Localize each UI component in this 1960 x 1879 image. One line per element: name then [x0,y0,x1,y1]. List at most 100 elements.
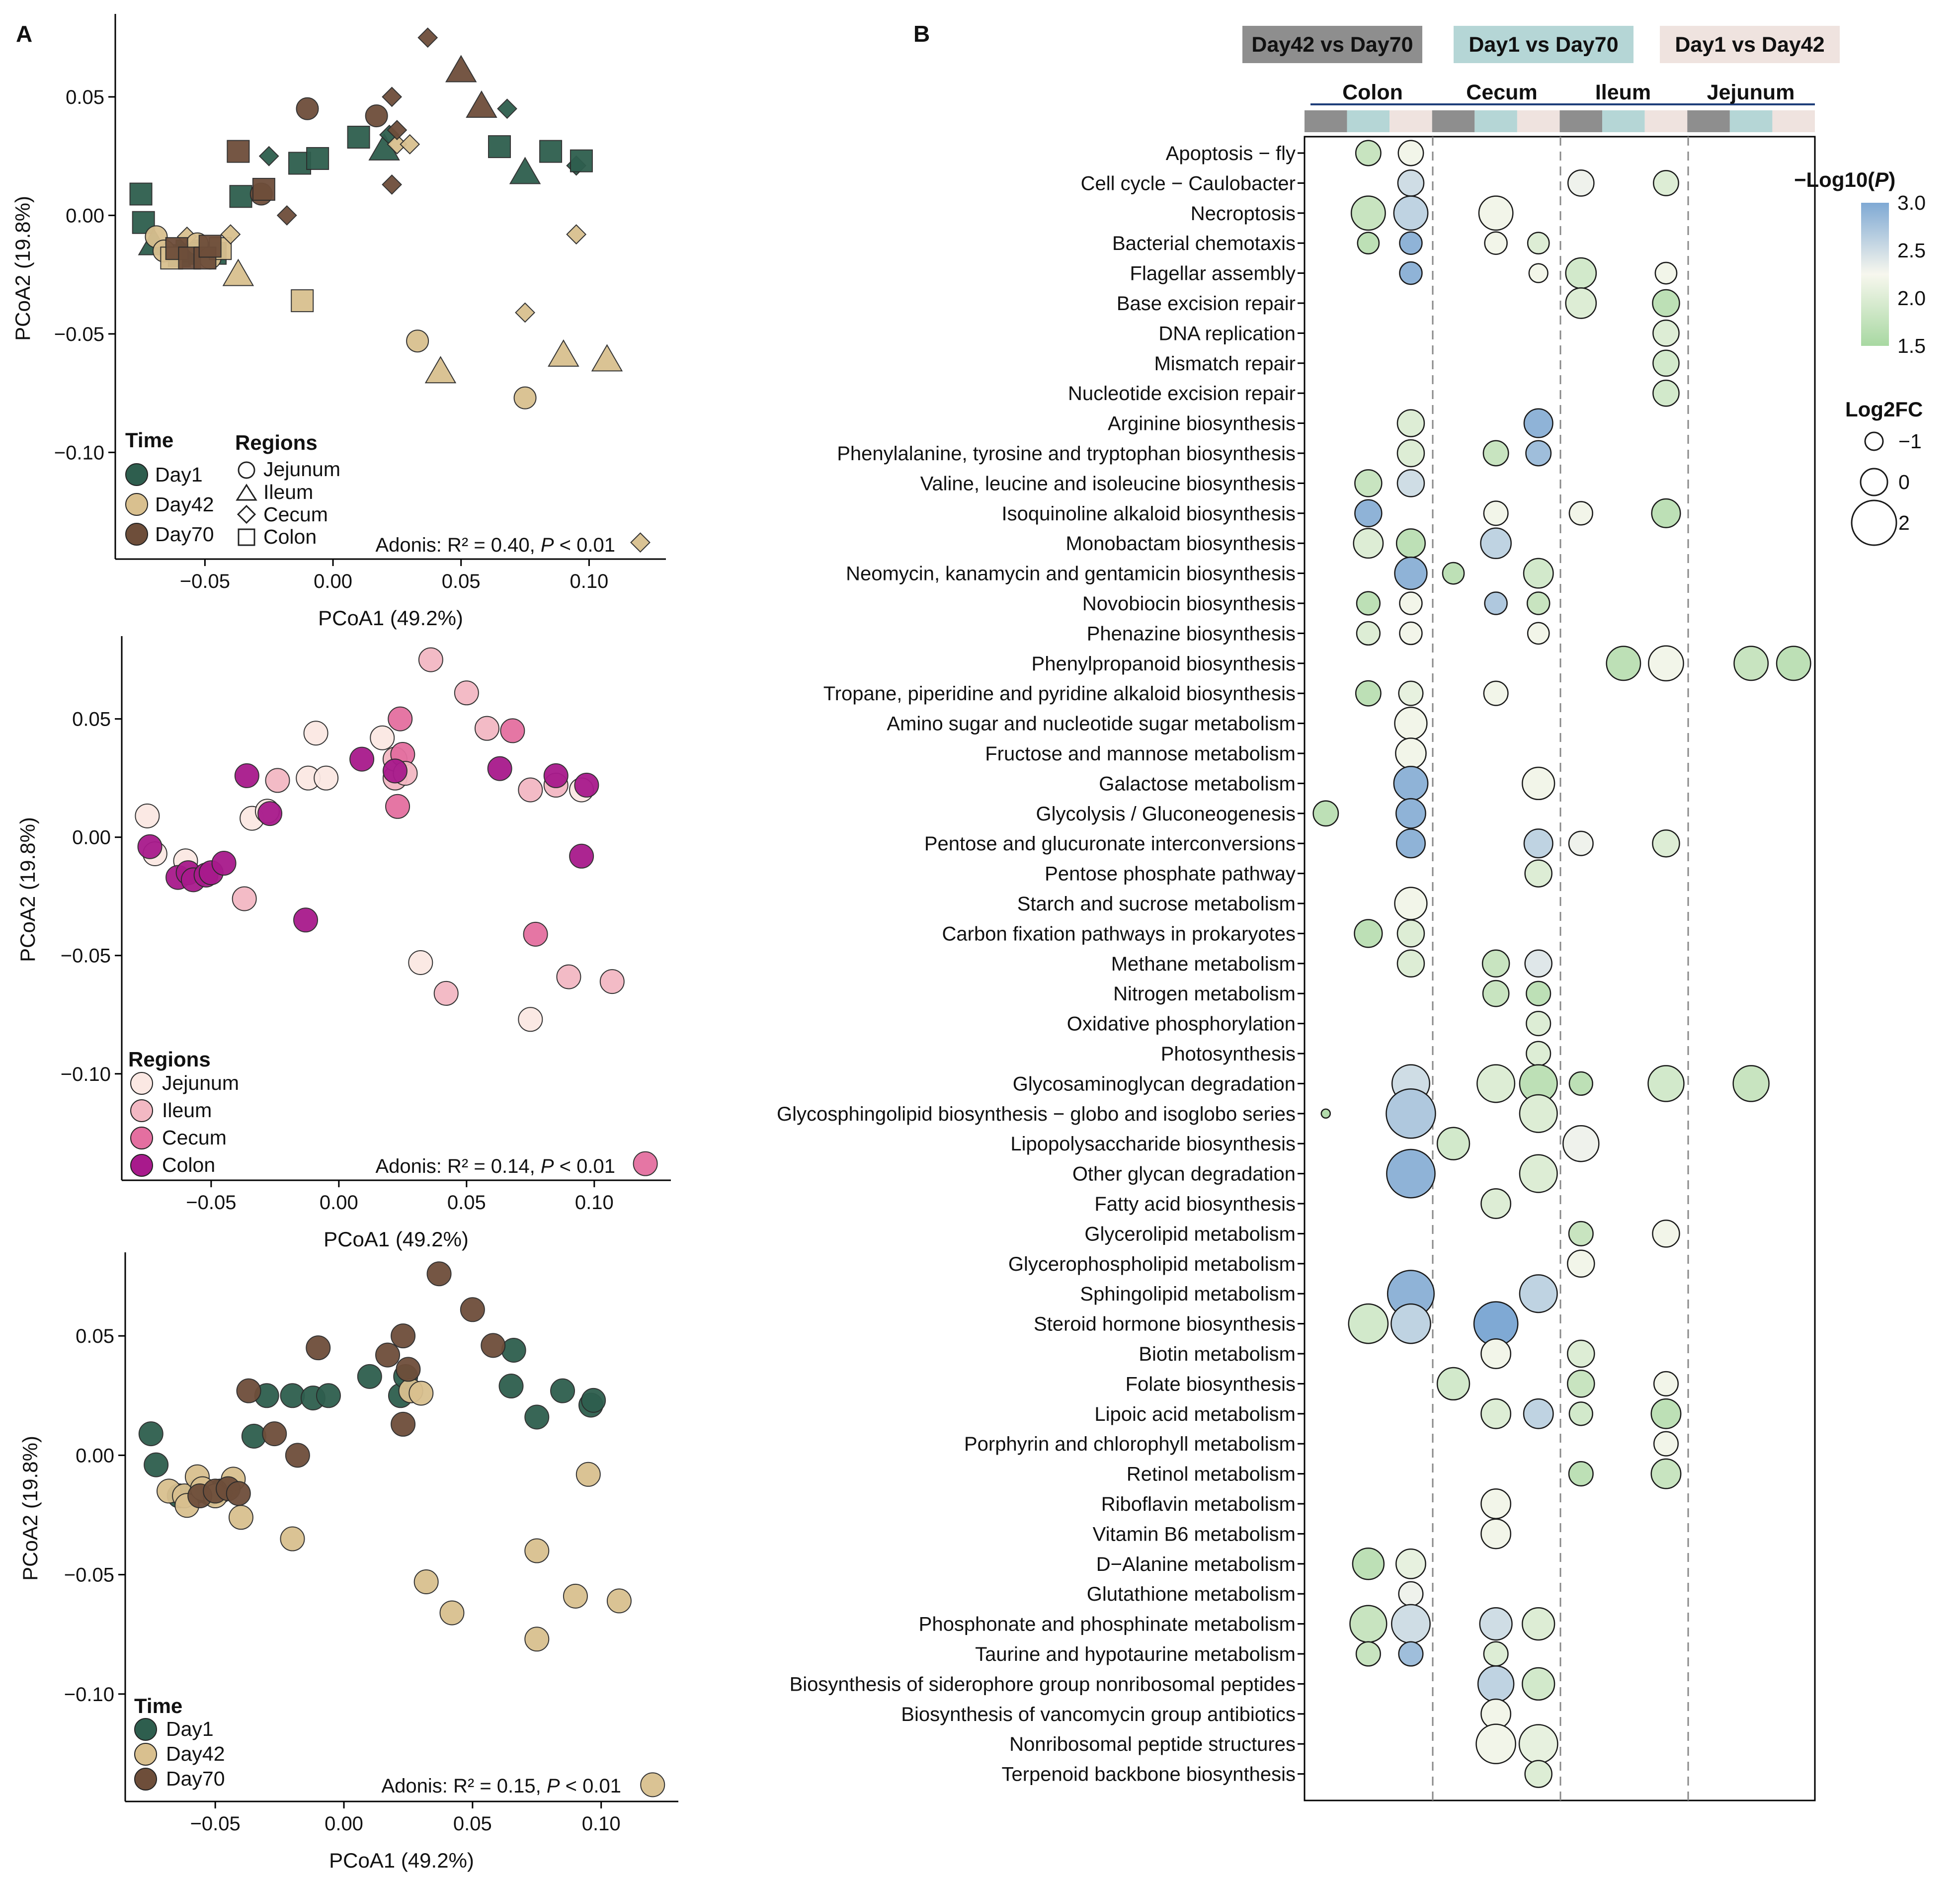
bubble [1353,528,1384,559]
bubble [1480,1518,1512,1550]
point-day42-diamond [566,224,587,245]
point-day70 [236,1378,261,1403]
point-colon [257,801,283,826]
legend-label-ileum: Ileum [162,1099,212,1122]
strip-cell [1474,110,1517,132]
comparison-label-day1-vs-day42: Day1 vs Day42 [1675,33,1824,57]
y-tick-label: 0.05 [76,1325,114,1347]
bubble [1568,1461,1594,1487]
pathway-label: Bacterial chemotaxis [1112,233,1296,254]
point-day70-square [198,235,222,258]
comparison-strip [1305,110,1815,132]
bubble [1522,766,1555,801]
bubble [1653,1371,1679,1396]
pathway-label: Monobactam biosynthesis [1066,533,1296,555]
point-ileum [556,964,581,989]
bubble [1526,591,1551,615]
bubble [1483,500,1509,526]
point-day42 [606,1588,632,1614]
time-legend: Time Day1 Day42 Day70 [125,428,214,546]
legend-label-day70: Day70 [166,1767,225,1790]
bubble [1395,828,1426,859]
bubble [1527,232,1550,255]
bubble [1733,646,1769,681]
bubble [1393,765,1429,801]
bubble [1525,440,1552,467]
point-day42 [408,1381,434,1406]
bubble [1396,439,1425,468]
bubble [1394,556,1428,590]
point-day42-triangle [424,356,457,384]
point-day1 [144,1452,169,1477]
point-colon [569,843,594,869]
y-tick-label: 0.00 [76,1445,114,1467]
bubble [1399,231,1423,255]
pathway-label: Phosphonate and phosphinate metabolism [919,1614,1296,1635]
legend-key-cecum [130,1127,153,1149]
pcoa-plot-time: 0.05 0.00 −0.05 −0.10 −0.05 0.00 0.05 0.10 PCo… [18,1252,678,1872]
point-day1-square [129,182,153,206]
point-day1-square [570,149,593,172]
point-day42 [524,1627,550,1652]
y-axis: 0.05 0.00 −0.05 −0.10 [54,14,116,559]
pathway-label: Fructose and mannose metabolism [985,743,1296,765]
bubble [1650,1398,1682,1429]
bubble [1484,231,1508,255]
bubble [1652,320,1680,347]
bubble [1648,645,1684,682]
bubble [1398,680,1424,706]
x-axis-title: PCoA1 (49.2%) [329,1849,474,1872]
bubble [1482,440,1509,467]
bubble [1397,169,1425,197]
bubble [1352,1548,1385,1580]
bubble [1312,800,1339,827]
x-axis: −0.05 0.00 0.05 0.10 [115,558,666,592]
bubble [1523,558,1554,589]
point-day70 [396,1357,421,1382]
bubble [1349,1605,1388,1643]
bubble [1395,528,1426,559]
bubble [1653,1431,1679,1457]
pathway-label: Nonribosomal peptide structures [1009,1733,1296,1755]
legend-label-day42: Day42 [166,1742,225,1765]
points [138,1261,665,1797]
bubble [1528,263,1549,283]
x-tick-label: 0.10 [582,1813,621,1835]
x-axis-title: PCoA1 (49.2%) [324,1227,469,1251]
y-axis: 0.05 0.00 −0.05 −0.10 [61,636,123,1180]
point-day1-square [539,140,563,163]
bubble [1519,1094,1558,1133]
regions-legend-title: Regions [235,431,318,454]
pathway-label: DNA replication [1158,323,1296,344]
size-key-label: −1 [1898,430,1922,453]
legend-key-day42 [134,1743,157,1766]
comparison-label-day42-vs-day70: Day42 vs Day70 [1251,33,1413,57]
x-tick-label: 0.10 [575,1192,614,1214]
bubble [1475,1723,1516,1765]
legend-key-ileum [130,1099,153,1122]
bubble [1519,1274,1558,1313]
bubble [1567,1249,1595,1278]
pathway-label: Cell cycle − Caulobacter [1081,172,1296,194]
point-day1-triangle [509,157,541,184]
bubble [1523,828,1553,859]
legend-label-ileum: Ileum [263,481,313,503]
legend-label-day1: Day1 [155,463,203,486]
adonis-p-symbol: P [547,1775,560,1797]
point-day42 [640,1772,665,1797]
pathway-label: Starch and sucrose metabolism [1017,893,1296,915]
point-day1-diamond [497,98,517,119]
bubble [1524,1760,1552,1788]
point-colon [234,763,259,788]
bubble [1480,1488,1512,1519]
region-header-jejunum: Jejunum [1707,81,1795,104]
strip-cell [1644,110,1688,132]
point-ileum [474,716,499,741]
point-jejunum [314,765,339,791]
bubble [1652,349,1680,377]
point-day42 [439,1600,465,1626]
point-ileum [518,777,543,803]
x-tick-label: 0.00 [325,1813,363,1835]
bubble [1523,1398,1554,1429]
bubble [1483,1641,1509,1667]
